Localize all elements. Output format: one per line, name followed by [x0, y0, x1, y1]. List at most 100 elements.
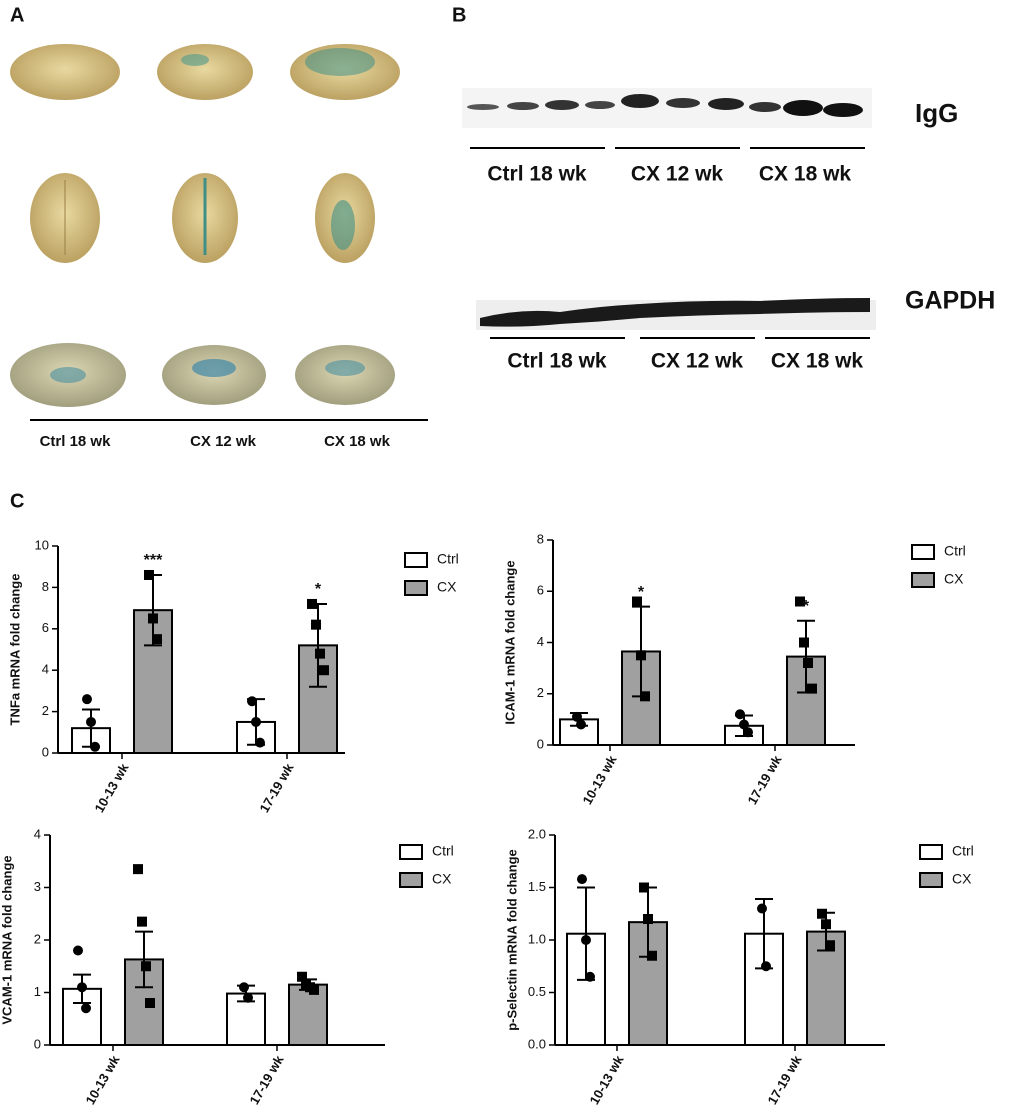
- y-tick-label: 4: [42, 662, 49, 677]
- data-point: [639, 882, 649, 893]
- significance: ***: [144, 552, 163, 569]
- y-tick-label: 8: [42, 579, 49, 594]
- data-point: [251, 716, 261, 727]
- lane-label: CX 12 wk: [651, 350, 744, 373]
- data-point: [247, 696, 257, 707]
- y-tick-label: 2: [34, 931, 41, 946]
- data-point: [643, 914, 653, 924]
- data-point: [636, 650, 646, 661]
- y-tick-label: 8: [537, 531, 544, 546]
- legend-label: CX: [952, 871, 972, 887]
- legend-swatch: [919, 844, 943, 860]
- brain-photos: [10, 44, 428, 421]
- data-point: [640, 691, 650, 702]
- data-point: [581, 935, 591, 945]
- data-point: [133, 864, 143, 875]
- data-point: [86, 716, 96, 727]
- y-tick-label: 6: [537, 583, 544, 598]
- legend-label: CX: [432, 871, 452, 887]
- data-point: [148, 613, 158, 624]
- data-point: [137, 916, 147, 927]
- legend-label: CX: [944, 571, 964, 587]
- data-point: [761, 961, 771, 972]
- data-point: [315, 648, 325, 659]
- data-point: [632, 596, 642, 607]
- data-point: [825, 940, 835, 951]
- y-tick-label: 0.0: [528, 1036, 546, 1051]
- legend-swatch: [399, 844, 423, 860]
- legend-label: CX: [437, 579, 457, 595]
- data-point: [799, 637, 809, 648]
- y-tick-label: 1.5: [528, 879, 546, 894]
- data-point: [311, 619, 321, 630]
- data-point: [297, 971, 307, 982]
- data-point: [807, 683, 817, 694]
- y-tick-label: 6: [42, 620, 49, 635]
- data-point: [255, 737, 265, 748]
- legend-label: Ctrl: [437, 551, 459, 567]
- data-point: [239, 982, 249, 993]
- y-tick-label: 2: [537, 685, 544, 700]
- lane-label: CX 12 wk: [190, 433, 257, 450]
- x-tick-label: 10-13 wk: [91, 760, 131, 815]
- data-point: [821, 919, 831, 930]
- legend-swatch: [911, 572, 935, 588]
- y-tick-label: 4: [537, 634, 544, 649]
- x-tick-label: 10-13 wk: [82, 1052, 122, 1107]
- y-tick-label: 2: [42, 703, 49, 718]
- significance: *: [315, 581, 322, 598]
- y-axis-label: ICAM-1 mRNA fold change: [502, 560, 517, 724]
- data-point: [757, 903, 767, 914]
- y-tick-label: 1: [34, 984, 41, 999]
- y-tick-label: 0: [537, 736, 544, 751]
- data-point: [647, 950, 657, 961]
- data-point: [152, 634, 162, 645]
- y-tick-label: 2.0: [528, 826, 546, 841]
- data-point: [577, 874, 587, 885]
- lane-label: CX 18 wk: [771, 350, 864, 373]
- data-point: [572, 711, 582, 722]
- data-point: [803, 658, 813, 668]
- bar: [288, 983, 328, 1046]
- x-tick-label: 10-13 wk: [586, 1052, 626, 1107]
- panel-label: B: [452, 4, 466, 26]
- y-tick-label: 1.0: [528, 931, 546, 946]
- legend-swatch: [919, 872, 943, 888]
- lane-label: Ctrl 18 wk: [487, 163, 587, 186]
- data-point: [585, 971, 595, 982]
- significance: *: [638, 584, 645, 601]
- significance: *: [803, 598, 810, 615]
- data-point: [735, 709, 745, 720]
- data-point: [73, 945, 83, 956]
- blot-label: GAPDH: [905, 287, 995, 315]
- y-tick-label: 0: [34, 1036, 41, 1051]
- blot-label: IgG: [915, 98, 958, 128]
- error-bar: [135, 930, 153, 989]
- panel-label: A: [10, 4, 24, 26]
- data-point: [319, 665, 329, 676]
- data-point: [817, 908, 827, 919]
- y-tick-label: 4: [34, 826, 41, 841]
- data-point: [90, 741, 100, 752]
- data-point: [795, 596, 805, 607]
- panel-label: C: [10, 490, 24, 512]
- legend-swatch: [399, 872, 423, 888]
- data-point: [82, 694, 92, 705]
- lane-label: CX 12 wk: [631, 163, 724, 186]
- lane-label: Ctrl 18 wk: [40, 433, 112, 450]
- blot: [462, 88, 876, 339]
- lane-label: CX 18 wk: [759, 163, 852, 186]
- data-point: [576, 719, 586, 730]
- data-point: [77, 982, 87, 993]
- data-point: [144, 569, 154, 580]
- x-tick-label: 17-19 wk: [246, 1052, 286, 1107]
- y-tick-label: 0.5: [528, 984, 546, 999]
- data-point: [739, 719, 749, 730]
- data-point: [743, 727, 753, 738]
- data-point: [243, 992, 253, 1003]
- data-point: [145, 998, 155, 1008]
- legend-swatch: [404, 580, 428, 596]
- y-tick-label: 0: [42, 744, 49, 759]
- data-point: [81, 1003, 91, 1014]
